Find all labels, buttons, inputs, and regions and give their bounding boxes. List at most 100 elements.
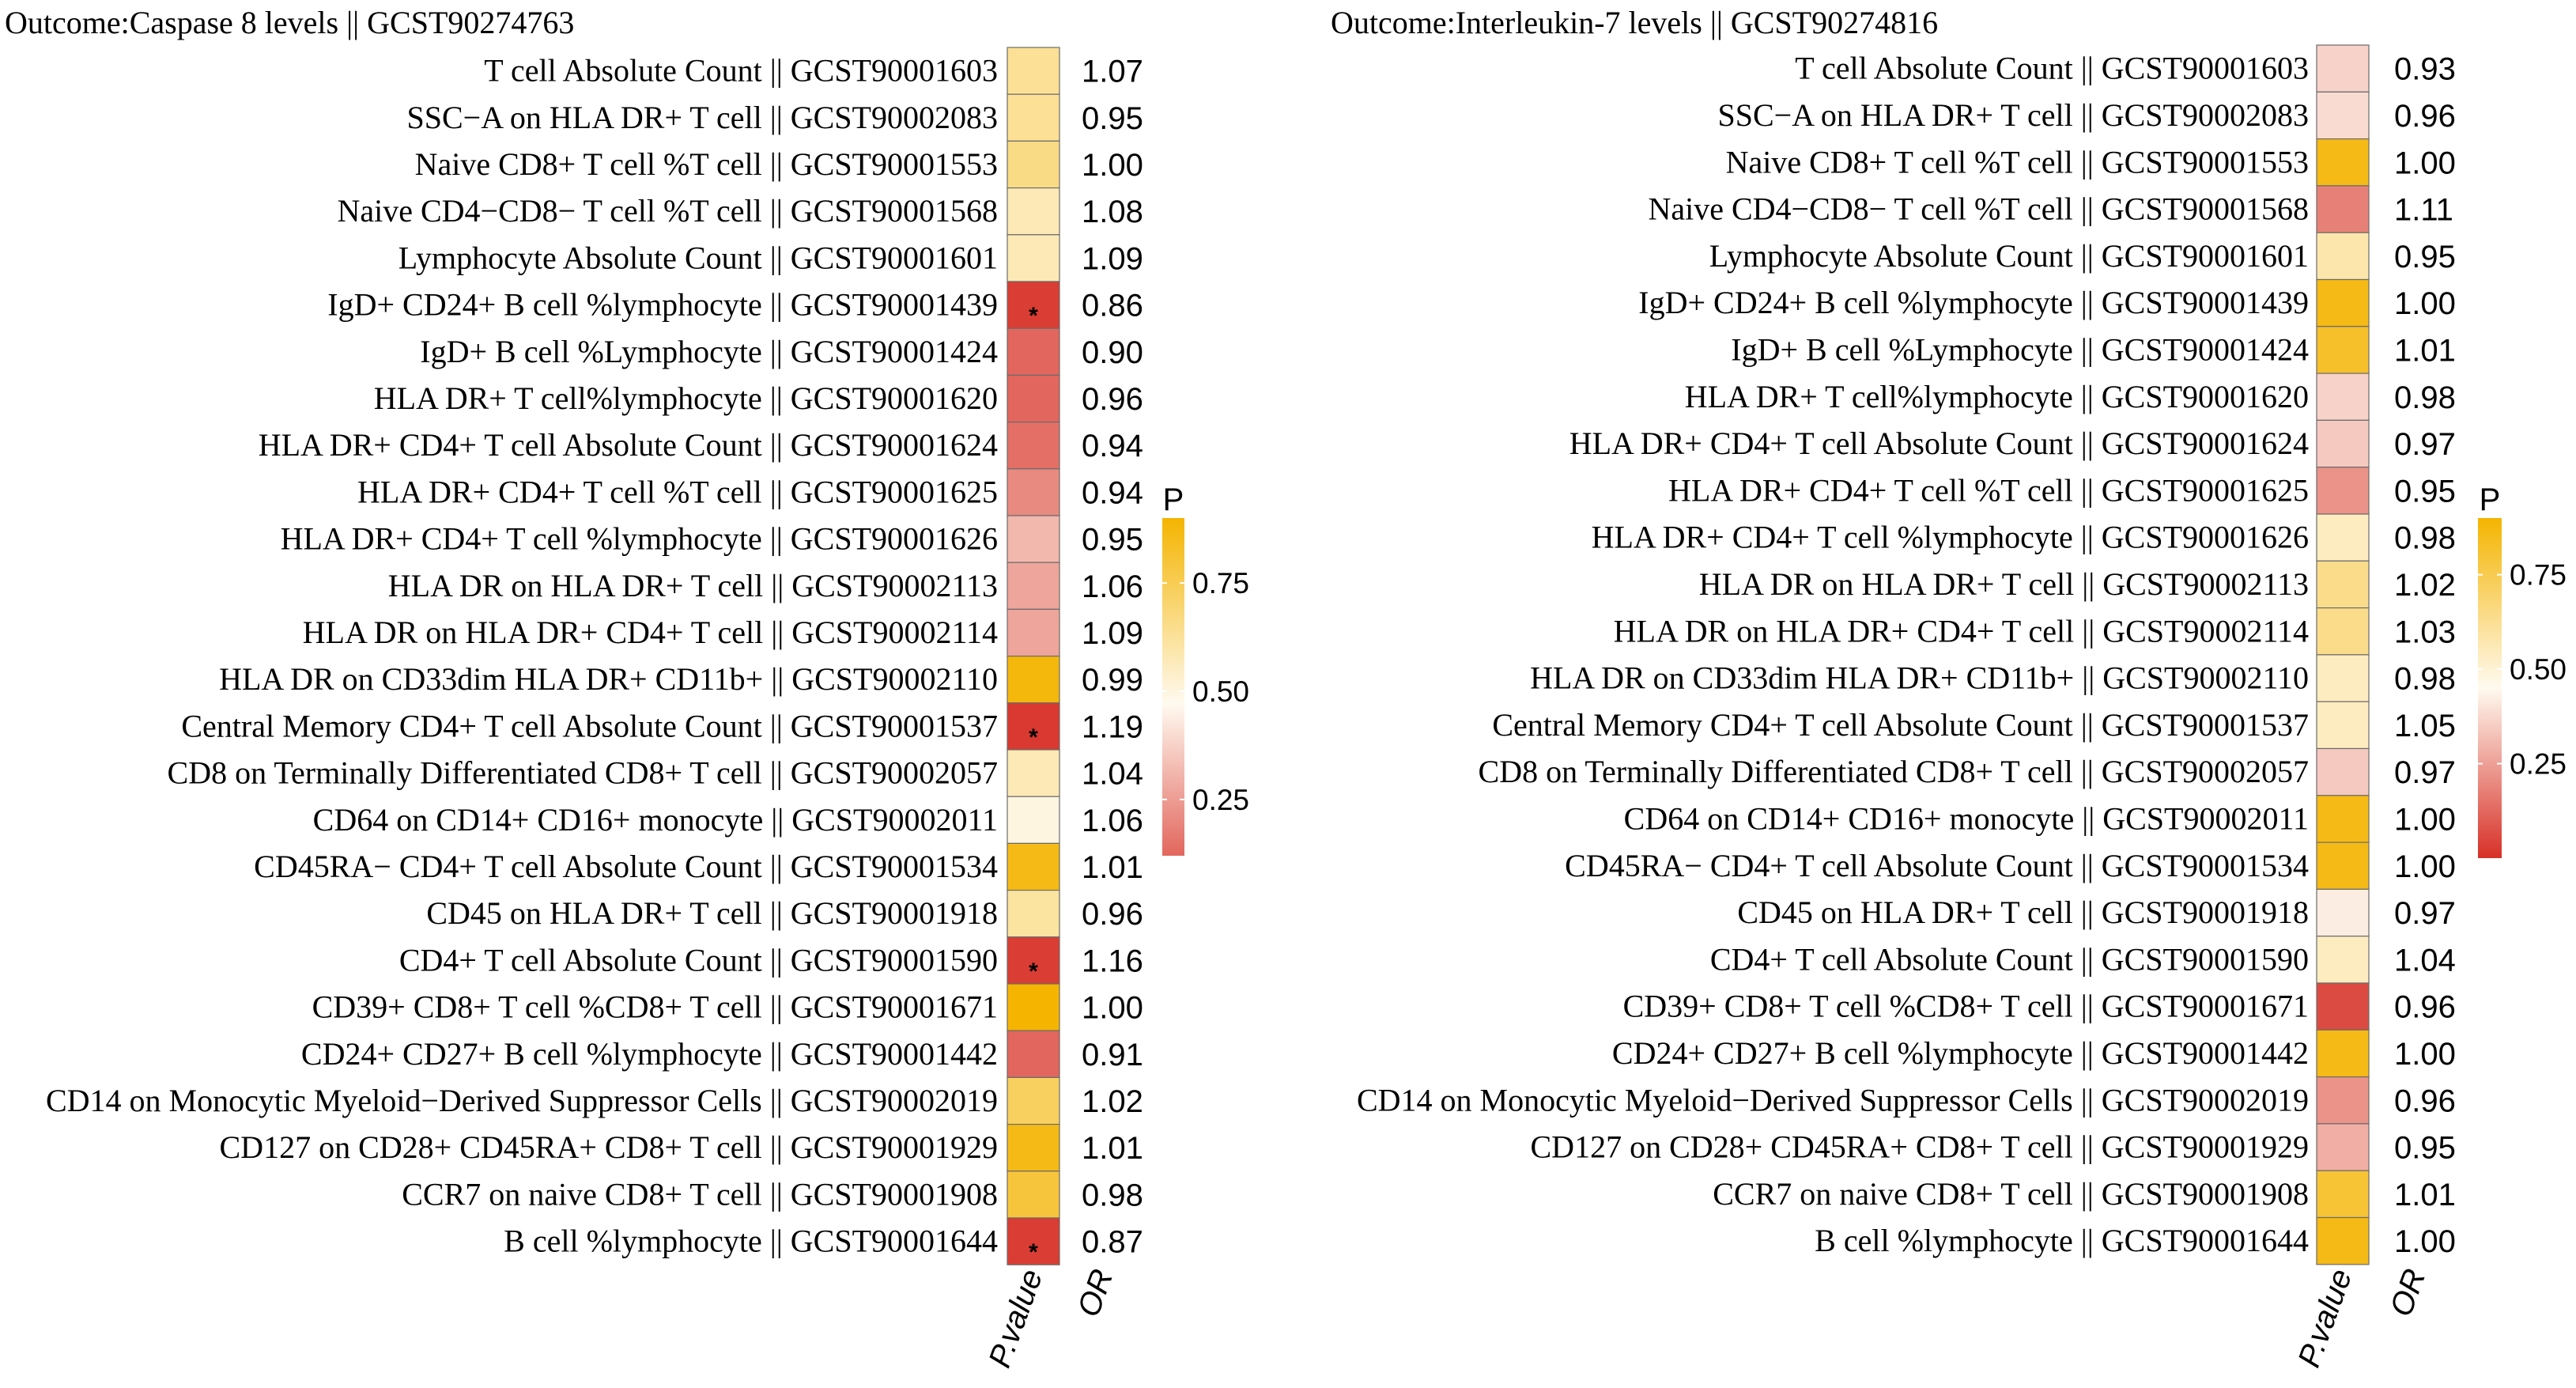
heatmap-cell <box>2316 1170 2370 1219</box>
heatmap-cell <box>1007 1171 1060 1219</box>
heatmap-cell <box>2316 607 2370 656</box>
or-value: 0.90 <box>1082 335 1143 370</box>
row-label: CD45RA− CD4+ T cell Absolute Count || GC… <box>254 849 998 884</box>
row-label: HLA DR on HLA DR+ CD4+ T cell || GCST900… <box>1614 613 2309 649</box>
heatmap-cell <box>2316 936 2370 984</box>
row-label: HLA DR on HLA DR+ T cell || GCST90002113 <box>388 568 998 603</box>
or-value: 0.96 <box>2394 990 2456 1025</box>
heatmap-cell <box>1007 655 1060 704</box>
row-label: CD45RA− CD4+ T cell Absolute Count || GC… <box>1565 848 2309 883</box>
legend-tick-label: 0.75 <box>2510 559 2567 592</box>
heatmap-cell <box>2316 232 2370 281</box>
heatmap-cell <box>1007 749 1060 797</box>
heatmap-cell <box>1007 421 1060 470</box>
or-value: 0.97 <box>2394 896 2456 931</box>
row-label: CD39+ CD8+ T cell %CD8+ T cell || GCST90… <box>1623 989 2309 1024</box>
column-label: OR <box>1071 1265 1120 1321</box>
or-value: 0.95 <box>2394 474 2456 509</box>
or-value: 0.95 <box>2394 240 2456 274</box>
or-value: 1.05 <box>2394 709 2456 743</box>
row-label: CD14 on Monocytic Myeloid−Derived Suppre… <box>46 1083 998 1118</box>
row-label: T cell Absolute Count || GCST90001603 <box>484 53 998 89</box>
row-label: HLA DR+ T cell%lymphocyte || GCST9000162… <box>374 380 998 416</box>
heatmap-cell <box>2316 982 2370 1031</box>
panel-interleukin-7: Outcome:Interleukin-7 levels || GCST9027… <box>1331 5 2567 1371</box>
heatmap-cell <box>1007 608 1060 657</box>
heatmap-cell <box>1007 562 1060 611</box>
column-label: P.value <box>2291 1265 2359 1372</box>
or-value: 1.19 <box>1082 709 1143 744</box>
row-label: HLA DR on HLA DR+ T cell || GCST90002113 <box>1699 566 2309 602</box>
heatmap-cell <box>2316 419 2370 468</box>
row-label: CD14 on Monocytic Myeloid−Derived Suppre… <box>1357 1082 2309 1118</box>
heatmap-cell <box>1007 140 1060 189</box>
heatmap-cell <box>2316 747 2370 796</box>
row-label: SSC−A on HLA DR+ T cell || GCST90002083 <box>406 100 998 135</box>
or-value: 1.09 <box>1082 241 1143 276</box>
or-value: 1.01 <box>1082 1131 1143 1166</box>
heatmap-cell <box>1007 1076 1060 1125</box>
legend-tick-label: 0.25 <box>1192 784 1249 816</box>
heatmap-cell <box>1007 47 1060 95</box>
row-label: CD39+ CD8+ T cell %CD8+ T cell || GCST90… <box>312 989 998 1025</box>
row-label: HLA DR+ CD4+ T cell Absolute Count || GC… <box>259 427 998 463</box>
row-label: Naive CD8+ T cell %T cell || GCST9000155… <box>1726 144 2309 180</box>
row-label: B cell %lymphocyte || GCST90001644 <box>1815 1223 2309 1258</box>
or-value: 0.98 <box>2394 521 2456 556</box>
row-label: CD4+ T cell Absolute Count || GCST900015… <box>1710 941 2309 977</box>
heatmap-cell <box>1007 234 1060 282</box>
row-label: HLA DR+ CD4+ T cell Absolute Count || GC… <box>1569 425 2309 461</box>
or-value: 1.00 <box>2394 802 2456 837</box>
or-value: 1.03 <box>2394 615 2456 649</box>
or-value: 1.08 <box>1082 195 1143 229</box>
significance-star: * <box>1029 303 1038 329</box>
column-label: P.value <box>982 1265 1049 1372</box>
or-value: 0.96 <box>2394 1084 2456 1118</box>
row-label: Naive CD8+ T cell %T cell || GCST9000155… <box>415 146 998 182</box>
row-label: CCR7 on naive CD8+ T cell || GCST9000190… <box>402 1176 998 1212</box>
or-value: 1.00 <box>2394 1037 2456 1072</box>
chart-title: Outcome:Interleukin-7 levels || GCST9027… <box>1331 5 1938 40</box>
or-value: 1.01 <box>2394 333 2456 368</box>
heatmap-cell <box>2316 701 2370 750</box>
row-label: CD64 on CD14+ CD16+ monocyte || GCST9000… <box>1624 800 2309 836</box>
or-value: 0.99 <box>1082 663 1143 698</box>
significance-star: * <box>1029 724 1038 751</box>
or-value: 0.96 <box>2394 99 2456 134</box>
or-value: 1.01 <box>1082 850 1143 885</box>
row-label: Lymphocyte Absolute Count || GCST9000160… <box>1709 238 2309 274</box>
row-label: HLA DR+ CD4+ T cell %T cell || GCST90001… <box>357 474 998 509</box>
row-label: HLA DR on CD33dim HLA DR+ CD11b+ || GCST… <box>1530 660 2309 696</box>
row-label: HLA DR on CD33dim HLA DR+ CD11b+ || GCST… <box>219 661 998 697</box>
or-value: 1.00 <box>2394 146 2456 180</box>
chart-title: Outcome:Caspase 8 levels || GCST90274763 <box>5 5 574 40</box>
or-value: 1.09 <box>1082 616 1143 651</box>
row-label: CCR7 on naive CD8+ T cell || GCST9000190… <box>1713 1176 2309 1212</box>
heatmap-cell <box>2316 560 2370 609</box>
row-label: SSC−A on HLA DR+ T cell || GCST90002083 <box>1717 97 2309 133</box>
or-value: 1.02 <box>1082 1084 1143 1119</box>
legend-colorbar <box>1162 518 1184 856</box>
heatmap-cell <box>2316 91 2370 140</box>
legend-tick-label: 0.50 <box>2510 653 2567 686</box>
row-label: HLA DR+ CD4+ T cell %lymphocyte || GCST9… <box>281 521 998 557</box>
or-value: 1.16 <box>1082 944 1143 978</box>
heatmap-cell <box>1007 468 1060 516</box>
legend-title: P <box>1163 482 1184 517</box>
heatmap-cell <box>2316 795 2370 843</box>
heatmap-cell <box>1007 889 1060 938</box>
panel-caspase-8: Outcome:Caspase 8 levels || GCST90274763… <box>5 5 1249 1372</box>
or-value: 1.07 <box>1082 55 1143 89</box>
or-value: 1.06 <box>1082 569 1143 604</box>
heatmap-cell <box>2316 1029 2370 1078</box>
heatmap-cell <box>1007 515 1060 563</box>
or-value: 0.95 <box>1082 523 1143 558</box>
heatmap-cell <box>1007 796 1060 845</box>
or-value: 0.86 <box>1082 289 1143 323</box>
heatmap-cell <box>2316 138 2370 187</box>
or-value: 0.98 <box>2394 380 2456 415</box>
row-label: Naive CD4−CD8− T cell %T cell || GCST900… <box>337 193 998 229</box>
or-value: 0.95 <box>2394 1131 2456 1166</box>
row-label: Naive CD4−CD8− T cell %T cell || GCST900… <box>1648 191 2309 227</box>
